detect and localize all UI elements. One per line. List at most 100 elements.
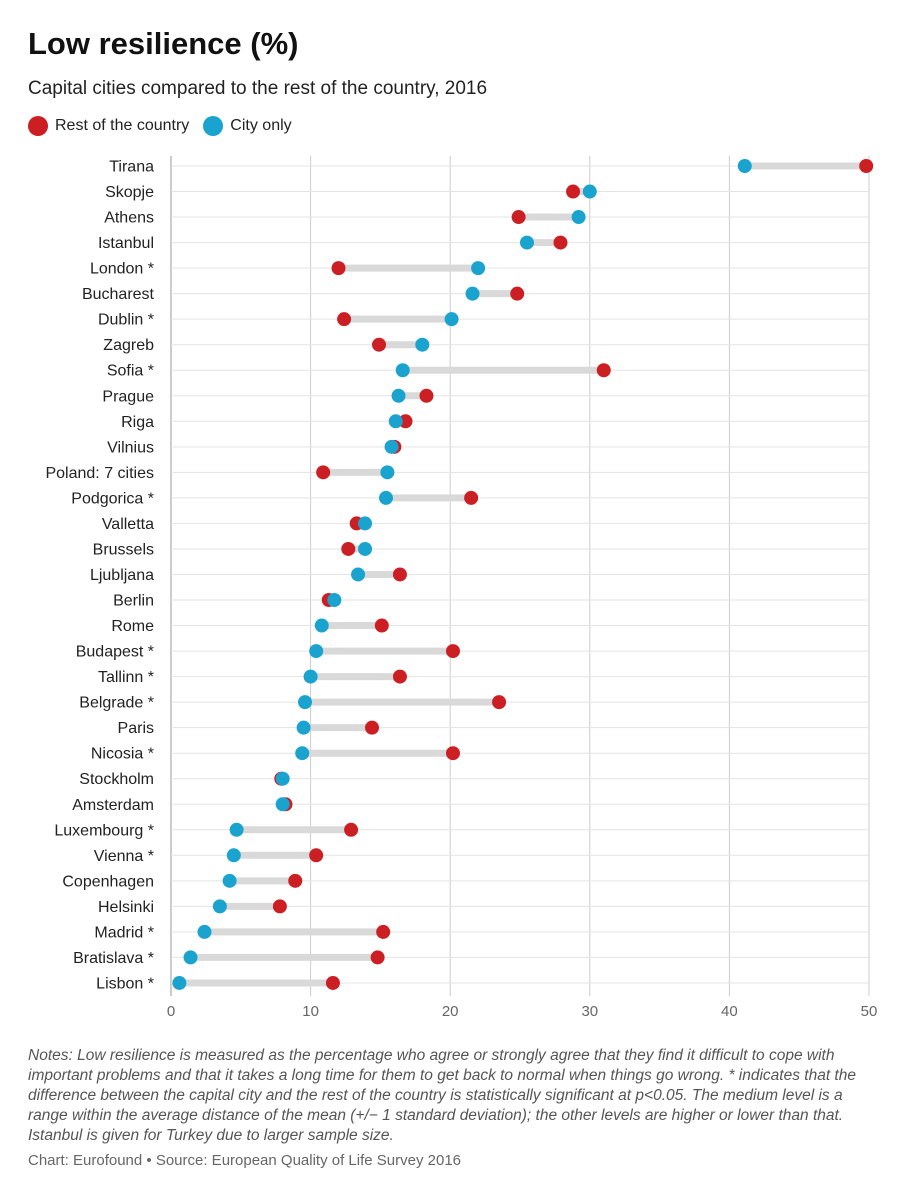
- point-city-only: [358, 541, 373, 556]
- point-rest-of-country: [337, 312, 352, 327]
- category-label: Prague: [102, 388, 154, 405]
- legend-swatch-rest: [28, 116, 48, 136]
- category-label: Helsinki: [98, 899, 154, 916]
- point-rest-of-country: [344, 822, 359, 837]
- point-city-only: [378, 490, 393, 505]
- point-rest-of-country: [419, 388, 434, 403]
- point-city-only: [571, 210, 586, 225]
- category-label: Stockholm: [79, 771, 154, 788]
- point-city-only: [582, 184, 597, 199]
- category-label: Paris: [118, 720, 154, 737]
- point-city-only: [327, 593, 342, 608]
- point-rest-of-country: [374, 618, 389, 633]
- category-label: Sofia *: [107, 363, 154, 380]
- category-label: Ljubljana: [90, 567, 154, 584]
- point-city-only: [388, 414, 403, 429]
- point-rest-of-country: [272, 899, 287, 914]
- point-rest-of-country: [309, 848, 324, 863]
- category-label: Tirana: [109, 159, 154, 176]
- point-city-only: [296, 720, 311, 735]
- category-label: Rome: [111, 618, 154, 635]
- point-city-only: [183, 950, 198, 965]
- category-label: Zagreb: [103, 337, 154, 354]
- point-rest-of-country: [398, 414, 413, 429]
- legend-label-rest: Rest of the country: [55, 117, 190, 134]
- point-city-only: [384, 439, 399, 454]
- category-label: Vilnius: [107, 439, 154, 456]
- point-city-only: [395, 363, 410, 378]
- category-label: Skopje: [105, 184, 154, 201]
- point-city-only: [295, 746, 310, 761]
- x-tick-label: 50: [861, 1003, 878, 1020]
- category-label: Athens: [104, 210, 154, 227]
- point-rest-of-country: [859, 159, 874, 173]
- category-label: Dublin *: [98, 312, 154, 329]
- category-label: Berlin: [113, 593, 154, 610]
- point-rest-of-country: [596, 363, 611, 378]
- category-label: Valletta: [102, 516, 154, 533]
- chart-notes: Notes: Low resilience is measured as the…: [28, 1047, 856, 1144]
- point-city-only: [298, 695, 313, 710]
- legend-item-rest: Rest of the country: [28, 116, 189, 136]
- point-rest-of-country: [370, 950, 385, 965]
- point-city-only: [226, 848, 241, 863]
- grid-layer: [170, 156, 870, 996]
- category-label: Bucharest: [82, 286, 155, 303]
- category-label: Vienna *: [94, 848, 154, 865]
- category-label: Amsterdam: [72, 797, 154, 814]
- point-city-only: [391, 388, 406, 403]
- point-rest-of-country: [510, 286, 525, 301]
- point-rest-of-country: [492, 695, 507, 710]
- point-rest-of-country: [316, 465, 331, 480]
- point-rest-of-country: [331, 261, 346, 276]
- mark-layer: [172, 159, 874, 990]
- point-rest-of-country: [341, 541, 356, 556]
- point-rest-of-country: [445, 746, 460, 761]
- legend: Rest of the country City only: [28, 116, 306, 136]
- point-rest-of-country: [464, 490, 479, 505]
- category-label: Podgorica *: [71, 490, 154, 507]
- point-rest-of-country: [365, 720, 380, 735]
- x-tick-label: 0: [167, 1003, 175, 1020]
- point-rest-of-country: [376, 924, 391, 939]
- point-city-only: [275, 771, 290, 786]
- dumbbell-chart: Tirana Skopje Athens Istanbul London * Buchar…: [45, 156, 878, 1020]
- category-label: Tallinn *: [98, 669, 154, 686]
- category-label: Budapest *: [76, 644, 154, 661]
- category-label: Bratislava *: [73, 950, 154, 967]
- point-city-only: [222, 873, 237, 888]
- point-city-only: [229, 822, 244, 837]
- point-city-only: [358, 516, 373, 531]
- category-label: Belgrade *: [79, 695, 154, 712]
- category-label: Poland: 7 cities: [45, 465, 154, 482]
- point-city-only: [519, 235, 534, 250]
- category-label: Istanbul: [98, 235, 154, 252]
- legend-label-city: City only: [230, 117, 292, 134]
- point-city-only: [380, 465, 395, 480]
- point-city-only: [212, 899, 227, 914]
- x-tick-label: 20: [442, 1003, 459, 1020]
- point-rest-of-country: [392, 669, 407, 684]
- chart-title: Low resilience (%): [28, 26, 299, 61]
- point-rest-of-country: [372, 337, 387, 352]
- category-label: London *: [90, 261, 154, 278]
- point-city-only: [351, 567, 366, 582]
- category-label: Brussels: [93, 541, 154, 558]
- point-city-only: [172, 975, 187, 990]
- point-city-only: [415, 337, 430, 352]
- category-label: Madrid *: [94, 924, 154, 941]
- x-tick-label: 40: [721, 1003, 738, 1020]
- point-city-only: [309, 644, 324, 659]
- chart-credit: Chart: Eurofound • Source: European Qual…: [28, 1152, 462, 1169]
- tick-layer: 0 10 20 30 40 50: [167, 1003, 878, 1020]
- x-tick-label: 10: [302, 1003, 319, 1020]
- point-rest-of-country: [553, 235, 568, 250]
- point-rest-of-country: [511, 210, 526, 225]
- category-label: Lisbon *: [96, 975, 154, 992]
- point-city-only: [444, 312, 459, 327]
- legend-item-city: City only: [203, 116, 292, 136]
- point-rest-of-country: [445, 644, 460, 659]
- legend-swatch-city: [203, 116, 224, 136]
- point-city-only: [197, 924, 212, 939]
- point-city-only: [465, 286, 480, 301]
